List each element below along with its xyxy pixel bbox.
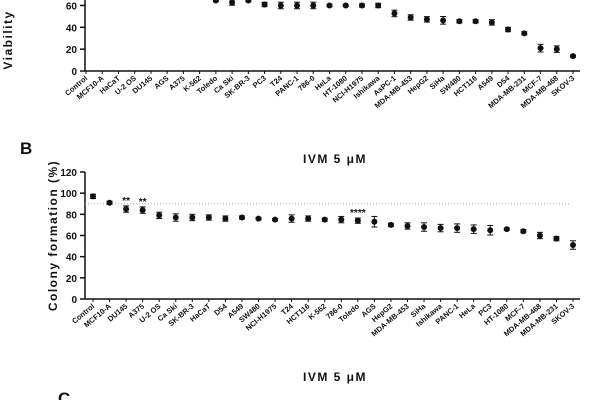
annotation: ** — [139, 197, 147, 208]
point — [205, 214, 212, 221]
point — [255, 215, 262, 222]
point — [288, 215, 295, 222]
point — [172, 214, 179, 221]
x-tick-label: A549 — [476, 74, 496, 92]
y-tick-label: 0 — [71, 295, 77, 306]
y-tick-label: 0 — [71, 67, 77, 78]
y-tick-label: 80 — [66, 210, 78, 221]
point — [305, 215, 312, 222]
point — [503, 226, 510, 233]
annotation: **** — [350, 208, 366, 219]
point — [407, 14, 414, 21]
y-tick-label: 120 — [60, 168, 77, 179]
point — [521, 30, 528, 37]
point — [456, 18, 463, 25]
y-tick-label: 40 — [66, 253, 78, 264]
y-tick-label: 60 — [66, 232, 78, 243]
point — [354, 217, 361, 224]
point — [139, 207, 146, 214]
point — [321, 216, 328, 223]
point — [326, 2, 333, 9]
y-tick-label: 40 — [66, 23, 78, 34]
point — [371, 218, 378, 225]
point — [520, 228, 527, 235]
point — [272, 216, 279, 223]
point — [437, 225, 444, 232]
point — [553, 235, 560, 242]
panel-label: C — [58, 389, 70, 400]
point — [553, 46, 560, 53]
point — [238, 214, 245, 221]
point — [261, 1, 268, 8]
point — [189, 214, 196, 221]
point — [338, 216, 345, 223]
point — [212, 0, 219, 4]
point — [342, 2, 349, 9]
point — [423, 16, 430, 23]
point — [536, 232, 543, 239]
point — [156, 212, 163, 219]
x-axis-title: IVM 5 μM — [303, 370, 367, 384]
point — [294, 2, 301, 9]
point — [391, 10, 398, 17]
point — [487, 227, 494, 234]
point — [470, 226, 477, 233]
point — [421, 224, 428, 231]
point — [505, 26, 512, 33]
point — [90, 193, 96, 200]
point — [310, 2, 317, 9]
point — [123, 206, 130, 213]
x-tick-label: PC3 — [251, 74, 268, 90]
point — [387, 221, 394, 228]
x-tick-label: AGS — [152, 74, 170, 91]
point — [440, 17, 447, 24]
point — [472, 18, 479, 25]
x-axis-title: IVM 5 μM — [303, 152, 367, 166]
point — [229, 0, 236, 6]
point — [454, 225, 461, 232]
panel-label: B — [20, 139, 32, 158]
x-tick-label: HeLa — [457, 301, 477, 320]
y-tick-label: 60 — [66, 1, 78, 12]
point — [245, 0, 252, 4]
y-tick-label: 100 — [60, 189, 77, 200]
point — [358, 2, 365, 9]
point — [106, 199, 113, 206]
y-tick-label: 20 — [66, 45, 78, 56]
y-axis-title: Viability — [1, 10, 15, 69]
point — [375, 2, 382, 9]
point — [488, 19, 495, 26]
point — [222, 215, 229, 222]
point — [537, 45, 544, 52]
point — [570, 242, 576, 249]
y-tick-label: 20 — [66, 274, 78, 285]
x-tick-label: K-562 — [307, 302, 328, 322]
point — [570, 53, 576, 60]
point — [404, 222, 411, 229]
y-axis-title: Colony formation (%) — [46, 160, 60, 311]
annotation: ** — [122, 196, 130, 207]
point — [277, 2, 284, 9]
x-tick-label: 786-0 — [296, 74, 316, 93]
